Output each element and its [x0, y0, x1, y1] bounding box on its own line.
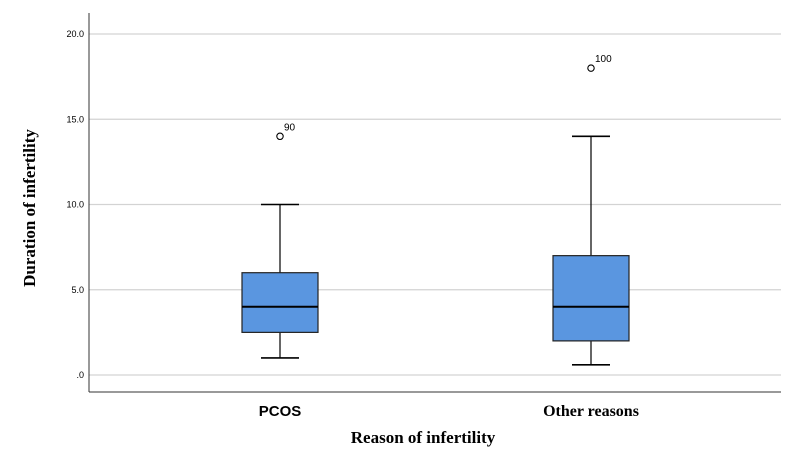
y-tick-label: 20.0	[66, 29, 84, 39]
x-axis-title: Reason of infertility	[351, 428, 496, 447]
box-group: 100	[552, 54, 630, 366]
x-category-label: Other reasons	[543, 403, 639, 420]
y-tick-label: 5.0	[71, 285, 84, 295]
boxes: 90 100	[241, 54, 630, 366]
outlier-label: 100	[595, 54, 612, 65]
y-axis-title: Duration of infertility	[20, 129, 39, 287]
x-category-label: PCOS	[259, 403, 302, 420]
iqr-box	[241, 272, 319, 333]
category-labels: PCOS Other reasons	[259, 403, 639, 420]
gridlines	[89, 33, 781, 376]
box-group: 90	[241, 122, 319, 359]
axes	[88, 13, 781, 393]
outlier-point	[276, 132, 284, 141]
y-tick-label: .0	[76, 370, 84, 380]
y-tick-labels: .0 5.0 10.0 15.0 20.0	[66, 29, 84, 380]
outlier-point	[587, 64, 595, 72]
y-tick-label: 15.0	[66, 114, 84, 124]
iqr-box	[552, 255, 630, 342]
y-tick-label: 10.0	[66, 200, 84, 210]
outlier-label: 90	[284, 122, 296, 133]
